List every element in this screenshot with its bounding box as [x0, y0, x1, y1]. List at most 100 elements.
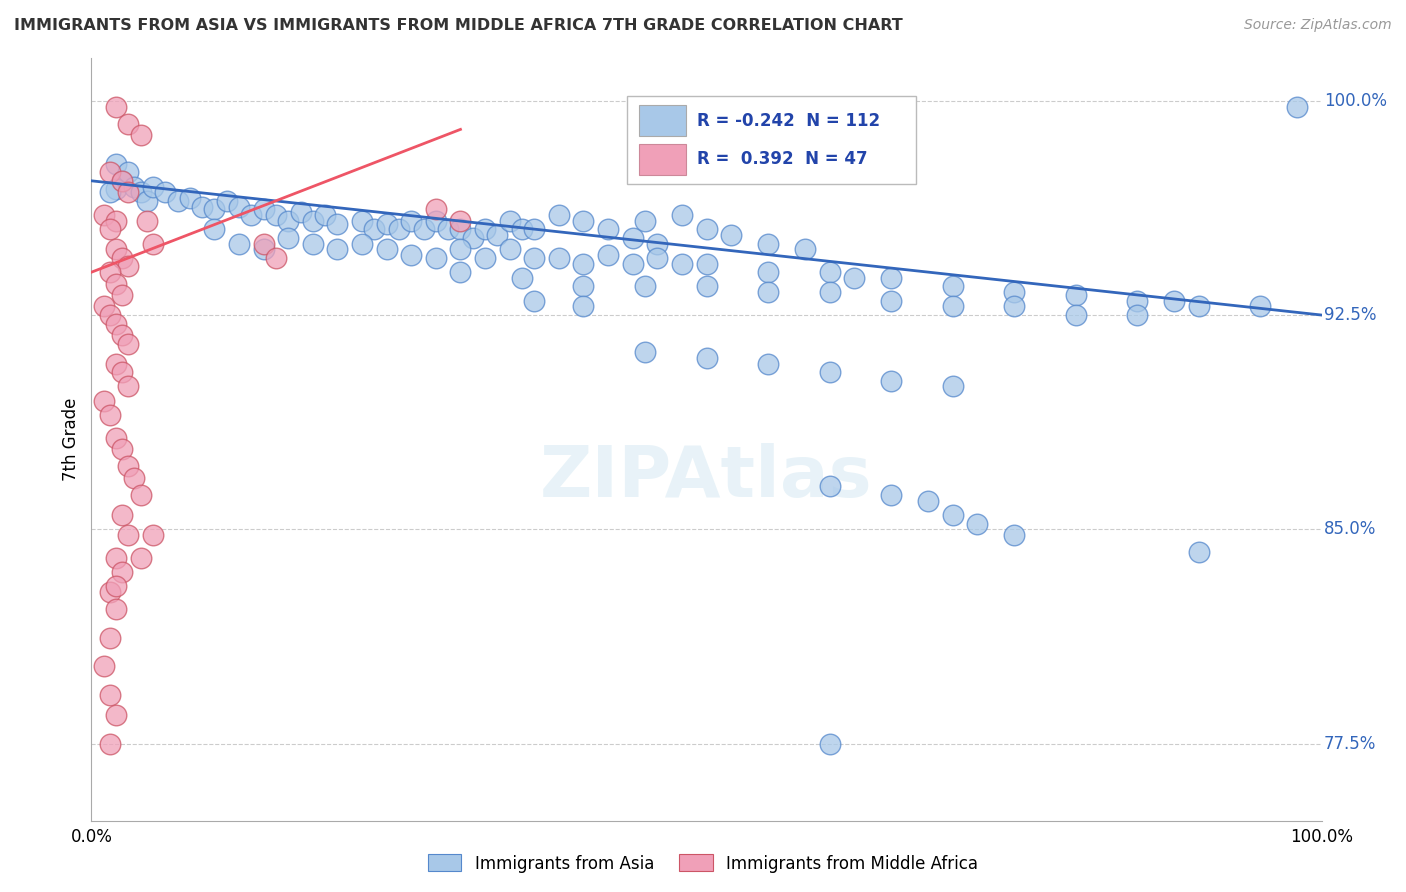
- Point: [129, 550, 152, 565]
- Point: [461, 231, 484, 245]
- Point: [572, 279, 595, 293]
- Point: [117, 459, 139, 474]
- Point: [1187, 545, 1209, 559]
- Point: [880, 271, 903, 285]
- Point: [111, 508, 134, 522]
- Point: [941, 508, 963, 522]
- Point: [111, 174, 134, 188]
- Point: [117, 117, 139, 131]
- Point: [793, 243, 815, 257]
- Point: [596, 222, 619, 236]
- Point: [326, 217, 349, 231]
- Point: [621, 257, 644, 271]
- Point: [105, 214, 127, 228]
- Point: [695, 257, 717, 271]
- Point: [1187, 300, 1209, 314]
- Point: [264, 251, 287, 265]
- Point: [352, 214, 374, 228]
- Point: [425, 202, 447, 217]
- Point: [388, 222, 411, 236]
- Point: [98, 265, 121, 279]
- Text: R =  0.392  N = 47: R = 0.392 N = 47: [696, 151, 868, 169]
- Point: [671, 208, 693, 222]
- Point: [596, 248, 619, 262]
- Point: [880, 488, 903, 502]
- Point: [105, 550, 127, 565]
- Point: [523, 293, 546, 308]
- Point: [93, 300, 115, 314]
- Point: [645, 251, 669, 265]
- Point: [412, 222, 434, 236]
- Point: [142, 179, 165, 194]
- Point: [572, 214, 595, 228]
- Point: [228, 236, 250, 251]
- Point: [941, 379, 963, 393]
- Point: [202, 222, 225, 236]
- Point: [375, 243, 398, 257]
- Point: [314, 208, 336, 222]
- Point: [449, 214, 471, 228]
- Point: [111, 365, 134, 379]
- Point: [1002, 285, 1025, 300]
- Text: 100.0%: 100.0%: [1324, 92, 1388, 110]
- Point: [105, 602, 127, 616]
- Point: [111, 565, 134, 579]
- Point: [98, 165, 121, 179]
- Point: [98, 222, 121, 236]
- Point: [880, 293, 903, 308]
- Point: [129, 488, 152, 502]
- Point: [277, 231, 299, 245]
- Point: [105, 243, 127, 257]
- Point: [880, 374, 903, 388]
- Point: [326, 243, 349, 257]
- Point: [111, 288, 134, 302]
- Point: [98, 585, 121, 599]
- Point: [105, 708, 127, 723]
- Point: [634, 345, 657, 359]
- Point: [191, 200, 214, 214]
- Point: [253, 202, 276, 217]
- Point: [301, 236, 323, 251]
- Point: [634, 214, 657, 228]
- Text: 92.5%: 92.5%: [1324, 306, 1376, 324]
- Point: [117, 379, 139, 393]
- Point: [98, 308, 121, 322]
- Point: [425, 251, 447, 265]
- Point: [621, 231, 644, 245]
- Point: [111, 328, 134, 343]
- Point: [301, 214, 323, 228]
- Point: [547, 208, 569, 222]
- Point: [720, 228, 742, 243]
- Point: [93, 659, 115, 673]
- Point: [105, 99, 127, 113]
- Point: [756, 357, 779, 371]
- Point: [179, 191, 201, 205]
- Point: [437, 222, 460, 236]
- Point: [105, 182, 127, 196]
- Point: [142, 236, 165, 251]
- Point: [1126, 293, 1149, 308]
- Point: [1002, 300, 1025, 314]
- Point: [1002, 528, 1025, 542]
- Point: [117, 260, 139, 274]
- Point: [941, 279, 963, 293]
- Point: [202, 202, 225, 217]
- Point: [117, 528, 139, 542]
- Point: [449, 243, 471, 257]
- Point: [818, 265, 841, 279]
- Point: [105, 317, 127, 331]
- Point: [449, 265, 471, 279]
- Point: [474, 222, 496, 236]
- Point: [572, 300, 595, 314]
- Point: [98, 186, 121, 200]
- Point: [375, 217, 398, 231]
- Point: [124, 179, 146, 194]
- Text: ZIPAtlas: ZIPAtlas: [540, 443, 873, 512]
- Point: [240, 208, 263, 222]
- Text: IMMIGRANTS FROM ASIA VS IMMIGRANTS FROM MIDDLE AFRICA 7TH GRADE CORRELATION CHAR: IMMIGRANTS FROM ASIA VS IMMIGRANTS FROM …: [14, 18, 903, 33]
- Point: [818, 285, 841, 300]
- FancyBboxPatch shape: [627, 96, 915, 184]
- Text: 85.0%: 85.0%: [1324, 520, 1376, 538]
- Text: 77.5%: 77.5%: [1324, 734, 1376, 753]
- Point: [135, 194, 157, 208]
